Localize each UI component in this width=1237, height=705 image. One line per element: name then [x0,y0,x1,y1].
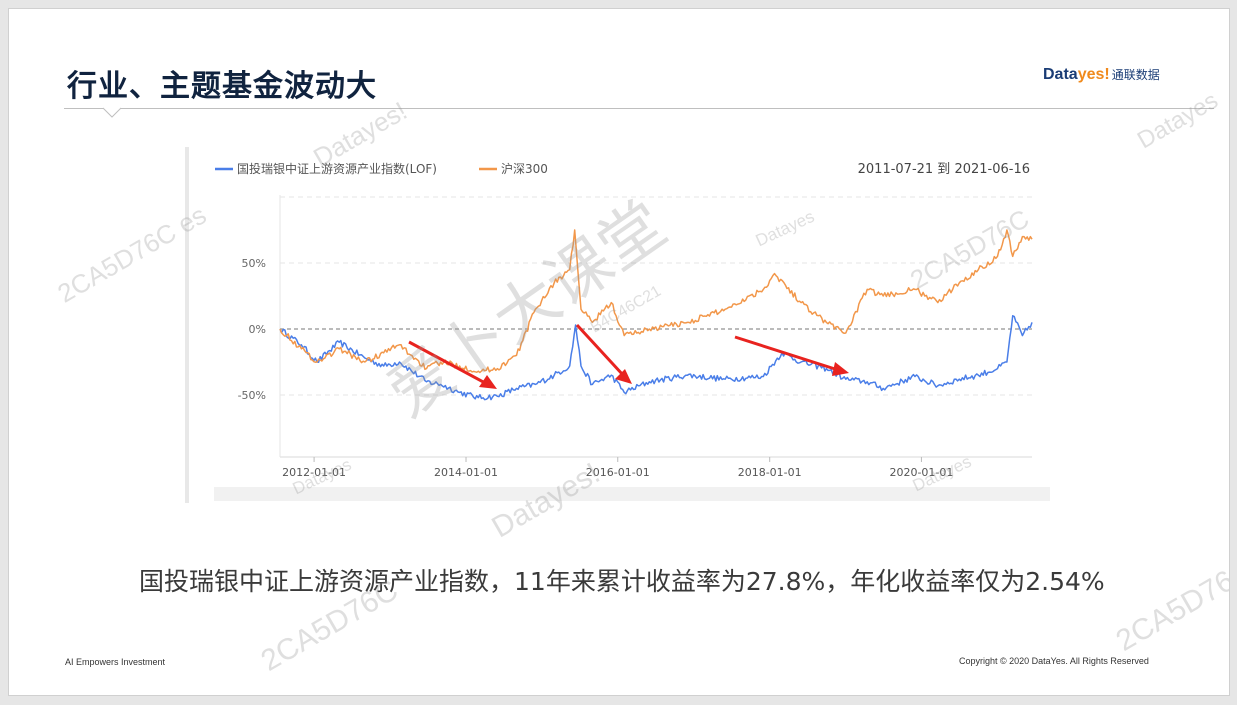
footer-copyright: Copyright © 2020 DataYes. All Rights Res… [959,656,1149,666]
page-title: 行业、主题基金波动大 [67,69,377,104]
chart-series [279,229,1033,401]
chart-caption: 国投瑞银中证上游资源产业指数，11年来累计收益率为27.8%，年化收益率仅为2.… [139,567,1105,596]
annotation-arrows [408,323,849,389]
arrow-1 [408,340,488,386]
series-line-1 [279,315,1033,401]
chart-left-bar [185,147,189,503]
x-tick-label: 2014-01-01 [434,466,498,479]
logo-text-cn: 通联数据 [1111,68,1160,82]
arrow-head-1 [479,375,497,389]
arrow-head-3 [832,362,849,376]
legend-label-series-1: 国投瑞银中证上游资源产业指数(LOF) [237,161,437,176]
datayes-logo: Datayes! 通联数据 [1043,66,1160,84]
chart-footer-bar [214,487,1050,501]
logo-text-data: Data [1043,66,1078,83]
date-range-label: 2011-07-21 到 2021-06-16 [858,162,1030,177]
watermark-brand-top-right: Datayes [1132,86,1223,155]
chart-legend: 国投瑞银中证上游资源产业指数(LOF) 沪深300 [215,161,548,176]
legend-label-series-2: 沪深300 [501,162,548,176]
y-axis-ticks: 50% 0% -50% [238,257,266,402]
logo-text-yes: yes! [1077,66,1110,83]
watermark-code-bottom-right: 2CA5D76C [1110,553,1230,658]
y-tick-label: 50% [242,257,266,270]
x-tick-label: 2020-01-01 [889,466,953,479]
title-divider [64,108,1214,109]
arrow-3 [734,335,836,371]
divider-notch [103,107,122,118]
x-tick-label: 2016-01-01 [586,466,650,479]
chart-grid [279,195,1032,458]
x-axis-ticks: 2012-01-01 2014-01-01 2016-01-01 2018-01-01… [282,457,953,479]
footer-tagline: AI Empowers Investment [65,657,166,667]
x-tick-label: 2018-01-01 [738,466,802,479]
arrow-2 [575,323,625,377]
y-tick-label: 0% [249,323,266,336]
x-tick-label: 2012-01-01 [282,466,346,479]
series-line-2 [279,229,1033,374]
arrow-head-2 [615,369,632,384]
slide: 行业、主题基金波动大 Datayes! 通联数据 国投瑞银中证上游资源产业指数(L… [8,8,1230,696]
y-tick-label: -50% [238,389,266,402]
line-chart: 国投瑞银中证上游资源产业指数(LOF) 沪深300 2011-07-21 到 2… [215,161,1033,479]
